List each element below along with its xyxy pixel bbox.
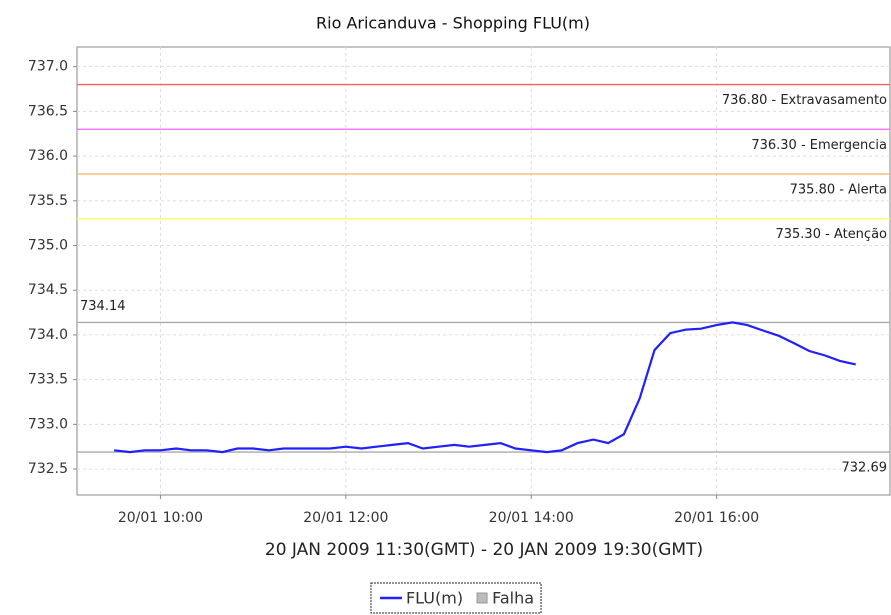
plot-area (76, 46, 891, 496)
y-tick-label: 733.5 (28, 372, 68, 388)
reference-label: 735.30 - Atenção (775, 227, 887, 242)
y-tick-label: 733.0 (28, 416, 68, 432)
y-tick-label: 732.5 (28, 461, 68, 477)
x-tick-label: 20/01 12:00 (303, 510, 388, 526)
legend: FLU(m) Falha (370, 582, 542, 614)
legend-swatch (476, 592, 488, 604)
y-tick-label: 734.0 (28, 327, 68, 343)
reference-label: 736.80 - Extravasamento (722, 93, 887, 108)
x-axis-label: 20 JAN 2009 11:30(GMT) - 20 JAN 2009 19:… (265, 540, 703, 560)
y-tick-label: 736.0 (28, 148, 68, 164)
y-tick-label: 737.0 (28, 59, 68, 75)
chart-title: Rio Aricanduva - Shopping FLU(m) (316, 14, 590, 33)
y-tick-label: 736.5 (28, 103, 68, 119)
reference-label: 734.14 (80, 299, 126, 314)
y-tick-label: 735.5 (28, 193, 68, 209)
y-tick-label: 735.0 (28, 238, 68, 254)
x-tick-label: 20/01 14:00 (489, 510, 574, 526)
legend-label: Falha (492, 589, 534, 608)
x-tick-label: 20/01 10:00 (118, 510, 203, 526)
y-tick-label: 734.5 (28, 282, 68, 298)
reference-label: 735.80 - Alerta (790, 182, 887, 197)
reference-label: 732.69 (842, 461, 888, 476)
legend-label: FLU(m) (406, 589, 463, 608)
reference-label: 736.30 - Emergencia (751, 138, 887, 153)
x-tick-label: 20/01 16:00 (674, 510, 759, 526)
data-line (113, 321, 856, 454)
